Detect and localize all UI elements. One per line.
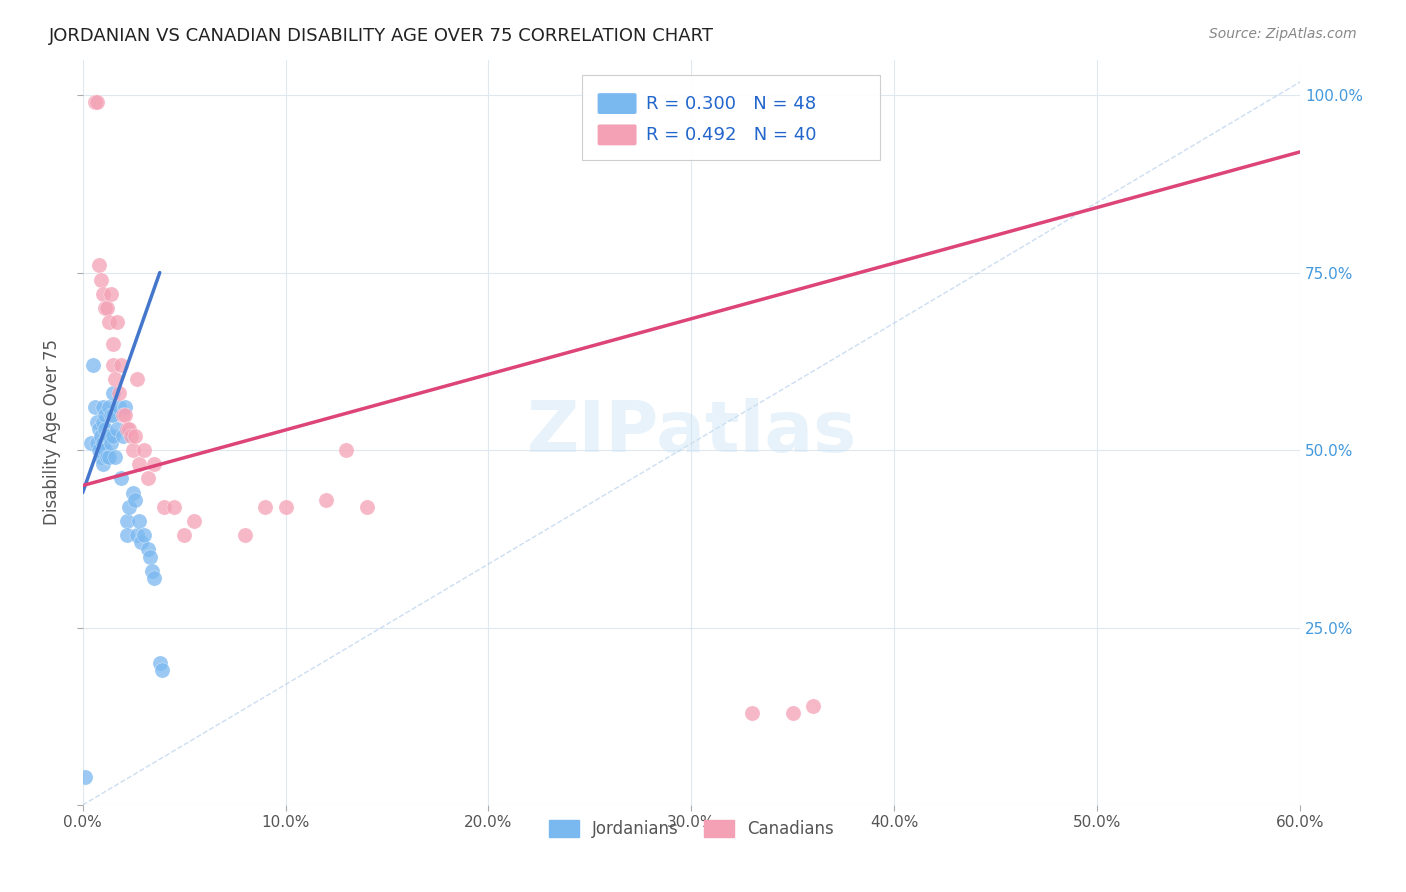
Point [254, 500, 277, 514]
Point [94, 443, 117, 458]
Point [112, 429, 135, 443]
Point [132, 528, 155, 542]
Point [163, 500, 186, 514]
Point [127, 372, 149, 386]
Point [90, 429, 112, 443]
Point [91, 401, 114, 415]
Point [112, 408, 135, 422]
Point [782, 706, 804, 720]
Point [91, 415, 114, 429]
Point [101, 336, 124, 351]
Point [96, 429, 118, 443]
Point [153, 500, 176, 514]
Point [86, 95, 108, 110]
Point [83, 401, 105, 415]
Point [94, 408, 117, 422]
Point [90, 450, 112, 465]
Point [108, 401, 131, 415]
Point [274, 500, 297, 514]
Point [80, 436, 103, 450]
Point [83, 95, 105, 110]
Point [87, 443, 110, 458]
Point [86, 436, 108, 450]
Point [104, 372, 127, 386]
Point [122, 443, 145, 458]
Point [128, 457, 150, 471]
Text: ZIPatlas: ZIPatlas [526, 398, 856, 467]
Point [127, 528, 149, 542]
Point [94, 301, 117, 315]
Point [101, 429, 124, 443]
Point [114, 408, 136, 422]
Text: Source: ZipAtlas.com: Source: ZipAtlas.com [1209, 27, 1357, 41]
Point [173, 528, 195, 542]
Point [91, 457, 114, 471]
Point [741, 706, 763, 720]
FancyBboxPatch shape [598, 93, 637, 114]
Point [131, 535, 153, 549]
Point [73, 770, 96, 784]
Point [124, 492, 146, 507]
Point [87, 259, 110, 273]
Point [101, 358, 124, 372]
Point [335, 443, 357, 458]
Point [105, 422, 128, 436]
Point [136, 471, 159, 485]
Text: JORDANIAN VS CANADIAN DISABILITY AGE OVER 75 CORRELATION CHART: JORDANIAN VS CANADIAN DISABILITY AGE OVE… [49, 27, 714, 45]
Point [122, 485, 145, 500]
Point [356, 500, 378, 514]
Point [110, 471, 132, 485]
Point [132, 443, 155, 458]
Point [142, 457, 165, 471]
Point [96, 301, 118, 315]
Point [141, 564, 163, 578]
Point [315, 492, 337, 507]
Point [101, 386, 124, 401]
Point [104, 450, 127, 465]
Point [87, 422, 110, 436]
Point [86, 415, 108, 429]
Point [114, 401, 136, 415]
Point [108, 386, 131, 401]
Point [91, 286, 114, 301]
Point [98, 450, 121, 465]
Point [117, 528, 139, 542]
Point [183, 514, 205, 528]
Point [117, 422, 139, 436]
Point [118, 422, 141, 436]
Y-axis label: Disability Age Over 75: Disability Age Over 75 [44, 339, 60, 525]
FancyBboxPatch shape [582, 75, 880, 161]
Point [138, 549, 160, 564]
Point [124, 429, 146, 443]
Point [149, 656, 172, 670]
Point [142, 571, 165, 585]
Point [150, 663, 173, 677]
Point [98, 429, 121, 443]
Point [120, 429, 142, 443]
Text: R = 0.492   N = 40: R = 0.492 N = 40 [647, 126, 817, 144]
Point [96, 450, 118, 465]
Point [98, 401, 121, 415]
FancyBboxPatch shape [598, 125, 637, 145]
Point [117, 514, 139, 528]
Text: R = 0.300   N = 48: R = 0.300 N = 48 [647, 95, 817, 112]
Point [100, 408, 122, 422]
Point [91, 436, 114, 450]
Point [136, 542, 159, 557]
Point [100, 286, 122, 301]
Legend: Jordanians, Canadians: Jordanians, Canadians [543, 814, 841, 845]
Point [233, 528, 256, 542]
Point [90, 273, 112, 287]
Point [101, 408, 124, 422]
Point [100, 436, 122, 450]
Point [82, 358, 104, 372]
Point [94, 422, 117, 436]
Point [110, 358, 132, 372]
Point [128, 514, 150, 528]
Point [98, 315, 121, 329]
Point [118, 500, 141, 514]
Point [105, 315, 128, 329]
Point [801, 698, 824, 713]
